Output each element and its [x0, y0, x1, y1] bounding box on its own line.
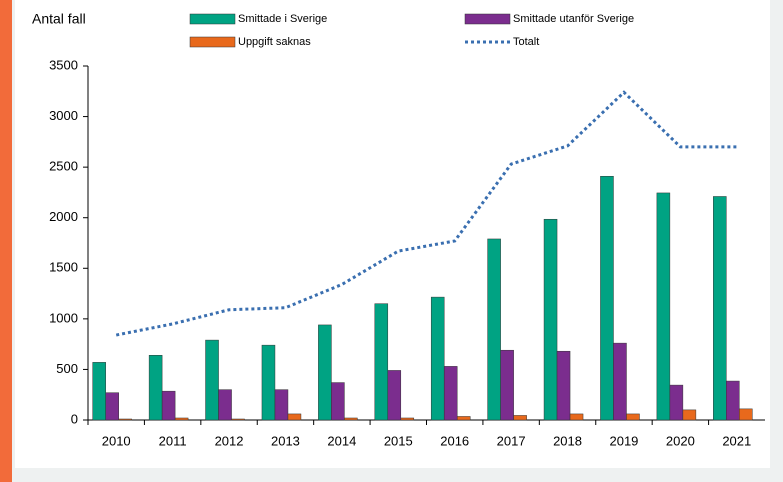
x-tick-label: 2015 — [384, 433, 413, 448]
bar — [669, 384, 684, 421]
y-axis-label: Antal fall — [32, 11, 86, 27]
legend-label: Totalt — [513, 36, 539, 48]
y-tick-label: 1500 — [49, 260, 78, 275]
bar — [487, 238, 501, 421]
bar — [456, 416, 471, 421]
bar — [682, 409, 697, 421]
x-tick-label: 2019 — [609, 433, 638, 448]
bar — [231, 418, 245, 421]
bar — [161, 390, 176, 421]
bar — [500, 349, 514, 421]
bar — [569, 413, 584, 421]
x-tick-label: 2013 — [271, 433, 300, 448]
legend-label: Smittade utanför Sverige — [513, 13, 634, 25]
bar — [174, 417, 189, 421]
bar — [274, 389, 289, 421]
y-tick-label: 0 — [71, 411, 78, 426]
bar — [92, 362, 106, 421]
side-strip — [0, 0, 12, 482]
bar — [287, 413, 302, 421]
legend-swatch — [189, 13, 236, 25]
legend-swatch — [464, 13, 511, 25]
bar — [513, 415, 527, 421]
y-tick-label: 3000 — [49, 108, 78, 123]
x-tick-label: 2017 — [497, 433, 526, 448]
x-tick-label: 2010 — [102, 433, 131, 448]
y-tick-label: 2500 — [49, 159, 78, 174]
x-tick-label: 2021 — [722, 433, 751, 448]
total-line — [115, 90, 737, 337]
bar — [556, 350, 571, 421]
x-tick-label: 2020 — [666, 433, 695, 448]
legend-swatch — [189, 36, 236, 48]
bar — [205, 339, 219, 421]
bar — [118, 418, 132, 421]
bar — [613, 342, 627, 421]
x-tick-label: 2018 — [553, 433, 582, 448]
y-tick-label: 2000 — [49, 209, 78, 224]
x-tick-label: 2011 — [159, 433, 187, 448]
y-tick-label: 1000 — [49, 310, 78, 325]
bar — [374, 303, 389, 421]
bar — [626, 413, 640, 421]
x-tick-label: 2016 — [440, 433, 469, 448]
bar — [148, 355, 163, 421]
bar — [331, 382, 345, 421]
x-tick-label: 2014 — [327, 433, 356, 448]
bar — [713, 196, 727, 421]
bar — [543, 218, 558, 421]
bar — [387, 370, 402, 421]
legend-label: Smittade i Sverige — [238, 13, 327, 25]
bar — [400, 417, 415, 421]
bar — [726, 380, 740, 421]
bar — [344, 417, 358, 421]
bar — [261, 344, 276, 421]
bar — [600, 175, 614, 421]
bar — [105, 392, 119, 421]
bar — [318, 324, 332, 421]
bar — [443, 366, 458, 421]
bar — [739, 408, 753, 421]
x-tick-label: 2012 — [215, 433, 244, 448]
legend-label: Uppgift saknas — [238, 36, 311, 48]
y-tick-label: 500 — [56, 361, 78, 376]
y-tick-label: 3500 — [49, 57, 78, 72]
bar — [430, 296, 445, 421]
bar — [218, 389, 232, 421]
bar — [656, 192, 671, 421]
